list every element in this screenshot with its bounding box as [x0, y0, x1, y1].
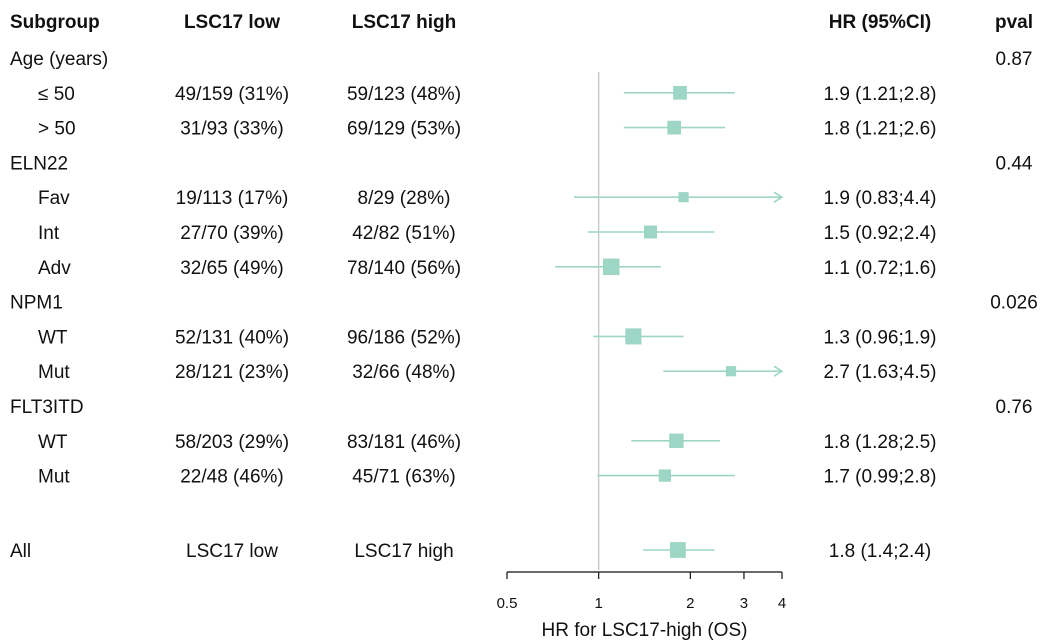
lsc17-high-value: 45/71 (63%) [352, 467, 456, 488]
hr-ci-value: 1.1 (0.72;1.6) [823, 258, 936, 279]
x-tick-label: 0.5 [497, 595, 518, 612]
lsc17-high-value: 42/82 (51%) [352, 223, 456, 244]
pval-value: 0.87 [996, 49, 1033, 70]
pval-value: 0.76 [996, 397, 1033, 418]
lsc17-high-value: 96/186 (52%) [347, 327, 461, 348]
hr-ci-value: 1.7 (0.99;2.8) [823, 467, 936, 488]
hr-ci-value: 1.8 (1.28;2.5) [823, 432, 936, 453]
subgroup-label: WT [38, 327, 68, 348]
group-label: FLT3ITD [10, 397, 84, 418]
header-lsc17-high: LSC17 high [352, 12, 457, 33]
hr-ci-value: 1.5 (0.92;2.4) [823, 223, 936, 244]
hr-estimate-marker [725, 366, 737, 377]
hr-ci-value: 1.3 (0.96;1.9) [823, 327, 936, 348]
hr-estimate-marker [673, 85, 687, 100]
subgroup-label: Mut [38, 467, 70, 488]
header-lsc17-low: LSC17 low [184, 12, 280, 33]
lsc17-high-value: 8/29 (28%) [358, 188, 451, 209]
subgroup-label: WT [38, 432, 68, 453]
lsc17-low-value: 28/121 (23%) [175, 362, 289, 383]
hr-ci-value: 1.9 (0.83;4.4) [823, 188, 936, 209]
lsc17-high-value: 32/66 (48%) [352, 362, 456, 383]
overall-estimate-marker [669, 542, 686, 558]
x-tick-label: 3 [740, 595, 748, 612]
subgroup-label: ≤ 50 [38, 84, 75, 105]
hr-estimate-marker [644, 225, 658, 239]
lsc17-high-value: 78/140 (56%) [347, 258, 461, 279]
hr-estimate-marker [678, 192, 689, 203]
lsc17-low-value: 49/159 (31%) [175, 84, 289, 105]
hr-estimate-marker [625, 328, 642, 345]
group-label: NPM1 [10, 293, 63, 314]
hr-estimate-marker [667, 120, 682, 135]
subgroup-label: Int [38, 223, 60, 244]
lsc17-high-value: 69/129 (53%) [347, 119, 461, 140]
ci-arrow [773, 191, 784, 203]
lsc17-low-value: 32/65 (49%) [180, 258, 284, 279]
hr-ci-value: 1.8 (1.21;2.6) [823, 119, 936, 140]
x-axis-title: HR for LSC17-high (OS) [542, 620, 748, 641]
overall-label: All [10, 541, 31, 562]
hr-estimate-marker [603, 258, 620, 276]
lsc17-low-value: 27/70 (39%) [180, 223, 284, 244]
group-label: Age (years) [10, 49, 108, 70]
lsc17-high-value: 83/181 (46%) [347, 432, 461, 453]
subgroup-label: > 50 [38, 119, 76, 140]
lsc17-high-value: LSC17 high [354, 541, 453, 562]
lsc17-high-value: 59/123 (48%) [347, 84, 461, 105]
pval-value: 0.026 [990, 293, 1038, 314]
header-pval: pval [995, 12, 1033, 33]
lsc17-low-value: 22/48 (46%) [180, 467, 284, 488]
hr-ci-value: 1.8 (1.4;2.4) [829, 541, 931, 562]
subgroup-label: Adv [38, 258, 71, 279]
hr-ci-value: 2.7 (1.63;4.5) [823, 362, 936, 383]
x-tick-label: 4 [778, 595, 786, 612]
ci-arrow [773, 365, 784, 377]
x-tick-label: 2 [686, 595, 694, 612]
header-hr-ci: HR (95%CI) [829, 12, 931, 33]
hr-ci-value: 1.9 (1.21;2.8) [823, 84, 936, 105]
pval-value: 0.44 [996, 153, 1033, 174]
lsc17-low-value: 58/203 (29%) [175, 432, 289, 453]
lsc17-low-value: 31/93 (33%) [180, 119, 284, 140]
header-subgroup: Subgroup [10, 12, 100, 33]
lsc17-low-value: 52/131 (40%) [175, 327, 289, 348]
hr-estimate-marker [669, 433, 684, 448]
x-tick-label: 1 [594, 595, 602, 612]
lsc17-low-value: LSC17 low [186, 541, 278, 562]
subgroup-label: Fav [38, 188, 70, 209]
subgroup-label: Mut [38, 362, 70, 383]
group-label: ELN22 [10, 153, 68, 174]
lsc17-low-value: 19/113 (17%) [176, 188, 289, 209]
hr-estimate-marker [658, 469, 672, 482]
